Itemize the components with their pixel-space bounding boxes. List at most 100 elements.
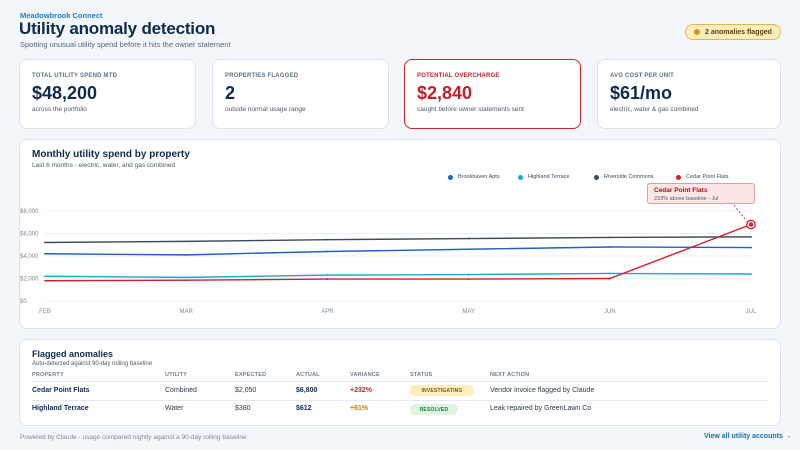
column-header-variance: VARIANCE	[350, 372, 380, 378]
legend-item-brookhaven[interactable]: Brookhaven Apts	[448, 174, 500, 180]
column-header-next-action: NEXT ACTION	[490, 372, 530, 378]
status-badge: RESOLVED	[410, 404, 458, 415]
cell-actual: $612	[296, 405, 312, 412]
column-header-status: STATUS	[410, 372, 433, 378]
callout-connector	[733, 204, 748, 222]
warning-dot-icon	[694, 29, 700, 35]
cell-expected: $2,050	[235, 387, 257, 394]
data-point-brookhaven-apts	[750, 246, 752, 249]
series-line-highland-terrace	[44, 272, 752, 279]
data-point-highland-terrace	[44, 275, 46, 278]
y-tick-label: $6,000	[20, 232, 39, 238]
cell-property[interactable]: Cedar Point Flats	[32, 387, 90, 394]
anomalies-flagged-badge[interactable]: 2 anomalies flagged	[685, 24, 781, 40]
kpi-card-total-spend: TOTAL UTILITY SPEND MTD $48,200 across t…	[19, 59, 196, 129]
legend-item-riverside[interactable]: Riverside Commons	[594, 174, 654, 180]
spend-chart-card: Monthly utility spend by property Last 6…	[19, 139, 781, 329]
data-point-highland-terrace	[608, 272, 611, 275]
legend-label: Riverside Commons	[604, 174, 654, 180]
data-point-brookhaven-apts	[608, 246, 611, 248]
data-point-riverside-commons	[608, 236, 611, 239]
data-point-brookhaven-apts	[467, 248, 470, 251]
view-all-accounts-link[interactable]: View all utility accounts →	[704, 433, 792, 440]
anomalies-flagged-label: 2 anomalies flagged	[705, 28, 772, 36]
legend-label: Cedar Point Flats	[686, 174, 729, 180]
data-point-cedar-point-flats	[185, 279, 188, 282]
kpi-label: TOTAL UTILITY SPEND MTD	[32, 73, 118, 79]
kpi-caption: outside normal usage range	[225, 106, 306, 113]
anomaly-callout: Cedar Point Flats 233% above baseline - …	[647, 183, 755, 204]
legend-swatch	[518, 174, 523, 180]
anomaly-marker-dot	[748, 222, 754, 227]
kpi-card-potential-overcharge: POTENTIAL OVERCHARGE $2,840 caught befor…	[404, 59, 581, 129]
x-tick-label: MAY	[462, 309, 475, 315]
cell-utility: Water	[165, 405, 184, 412]
kpi-value: $48,200	[32, 83, 98, 103]
y-tick-label: $0	[20, 299, 27, 305]
cell-actual: $6,800	[296, 387, 318, 394]
table-title: Flagged anomalies	[32, 349, 114, 359]
x-tick-label: MAR	[180, 309, 194, 315]
brand-name: Meadowbrook Connect	[20, 11, 103, 20]
legend-item-highland[interactable]: Highland Terrace	[518, 174, 569, 180]
x-tick-label: JUN	[604, 309, 616, 315]
header-divider	[32, 381, 769, 382]
data-point-cedar-point-flats	[326, 278, 329, 280]
data-point-cedar-point-flats	[467, 278, 470, 280]
cell-expected: $380	[235, 405, 251, 412]
footer-note: Powered by Claude - usage compared night…	[20, 434, 247, 441]
x-tick-label: APR	[321, 309, 334, 315]
data-point-riverside-commons	[44, 241, 46, 244]
kpi-card-avg-cost: AVG COST PER UNIT $61/mo electric, water…	[597, 59, 781, 129]
data-point-cedar-point-flats	[608, 277, 611, 280]
x-tick-label: JUL	[746, 309, 757, 315]
series-line-brookhaven-apts	[44, 246, 752, 256]
data-point-cedar-point-flats	[44, 279, 46, 282]
cell-utility: Combined	[165, 387, 197, 394]
cell-next-action: Leak repaired by GreenLawn Co	[490, 405, 592, 412]
data-point-brookhaven-apts	[44, 252, 46, 255]
status-badge: INVESTIGATING	[410, 385, 474, 396]
kpi-card-properties-flagged: PROPERTIES FLAGGED 2 outside normal usag…	[212, 59, 389, 129]
cell-next-action: Vendor invoice flagged by Claude	[490, 387, 595, 394]
series-line-cedar-point-flats	[44, 223, 752, 282]
kpi-caption: caught before owner statements sent	[417, 106, 524, 113]
kpi-label: POTENTIAL OVERCHARGE	[417, 73, 500, 79]
x-tick-label: FEB	[39, 309, 51, 315]
cell-property[interactable]: Highland Terrace	[32, 405, 89, 412]
chart-title: Monthly utility spend by property	[32, 149, 190, 160]
kpi-label: PROPERTIES FLAGGED	[225, 73, 299, 79]
flagged-anomalies-card: Flagged anomalies Auto-detected against …	[19, 339, 781, 426]
y-tick-label: $4,000	[20, 254, 39, 260]
data-point-riverside-commons	[326, 238, 329, 241]
legend-swatch	[676, 174, 681, 180]
data-point-riverside-commons	[185, 240, 188, 243]
legend-item-cedar-point[interactable]: Cedar Point Flats	[676, 174, 729, 180]
column-header-expected: EXPECTED	[235, 372, 267, 378]
data-point-brookhaven-apts	[185, 253, 188, 256]
data-point-riverside-commons	[750, 235, 752, 238]
legend-label: Highland Terrace	[528, 174, 570, 180]
legend-label: Brookhaven Apts	[458, 174, 500, 180]
table-subtitle: Auto-detected against 90-day rolling bas…	[32, 361, 153, 367]
kpi-value: 2	[225, 83, 236, 103]
kpi-caption: across the portfolio	[32, 106, 87, 113]
legend-swatch	[594, 174, 599, 180]
page-title: Utility anomaly detection	[19, 19, 216, 38]
cell-variance: +232%	[350, 387, 372, 394]
cell-variance: +61%	[350, 405, 369, 412]
column-header-property: PROPERTY	[32, 372, 64, 378]
column-header-actual: ACTUAL	[296, 372, 320, 378]
y-tick-label: $2,000	[20, 277, 39, 283]
column-header-utility: UTILITY	[165, 372, 188, 378]
kpi-value: $61/mo	[610, 83, 673, 103]
kpi-caption: electric, water & gas combined	[610, 106, 699, 113]
data-point-brookhaven-apts	[326, 250, 329, 253]
data-point-highland-terrace	[185, 276, 188, 279]
y-tick-label: $8,000	[20, 209, 39, 215]
page-subtitle: Spotting unusual utility spend before it…	[20, 40, 231, 49]
callout-title: Cedar Point Flats	[654, 187, 708, 194]
row-divider	[32, 400, 769, 401]
kpi-label: AVG COST PER UNIT	[610, 73, 674, 79]
callout-detail: 233% above baseline - Jul	[654, 196, 719, 202]
